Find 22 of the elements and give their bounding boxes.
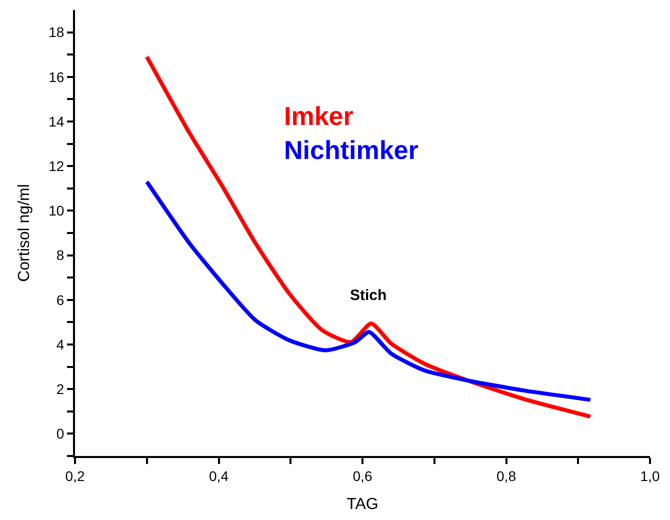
y-tick-label: 8 [56,247,64,264]
x-tick-label: 0,2 [65,468,85,484]
x-axis-title: TAG [346,496,378,513]
y-tick-label: 12 [48,158,64,174]
line-series [144,180,592,402]
line-series [144,54,592,419]
text: Imker [284,101,354,131]
y-tick-label: 4 [56,336,64,352]
x-tick-label: 0,4 [209,468,229,484]
y-tick-label: 14 [48,113,64,130]
text: Nichtimker [284,135,418,165]
y-axis-title: Cortisol ng/ml [16,184,34,282]
annotation: Stich [350,287,387,304]
y-tick-label: 18 [48,24,64,40]
y-tick-label: 6 [56,292,64,308]
x-tick-label: 0,8 [496,468,516,484]
y-tick-label: 0 [56,426,64,442]
y-tick-label: 2 [56,381,64,397]
y-tick-label: 16 [48,68,64,85]
x-tick-label: 0,6 [352,468,372,484]
x-tick-label: 1,0 [640,468,660,484]
y-tick-label: 10 [48,202,64,219]
